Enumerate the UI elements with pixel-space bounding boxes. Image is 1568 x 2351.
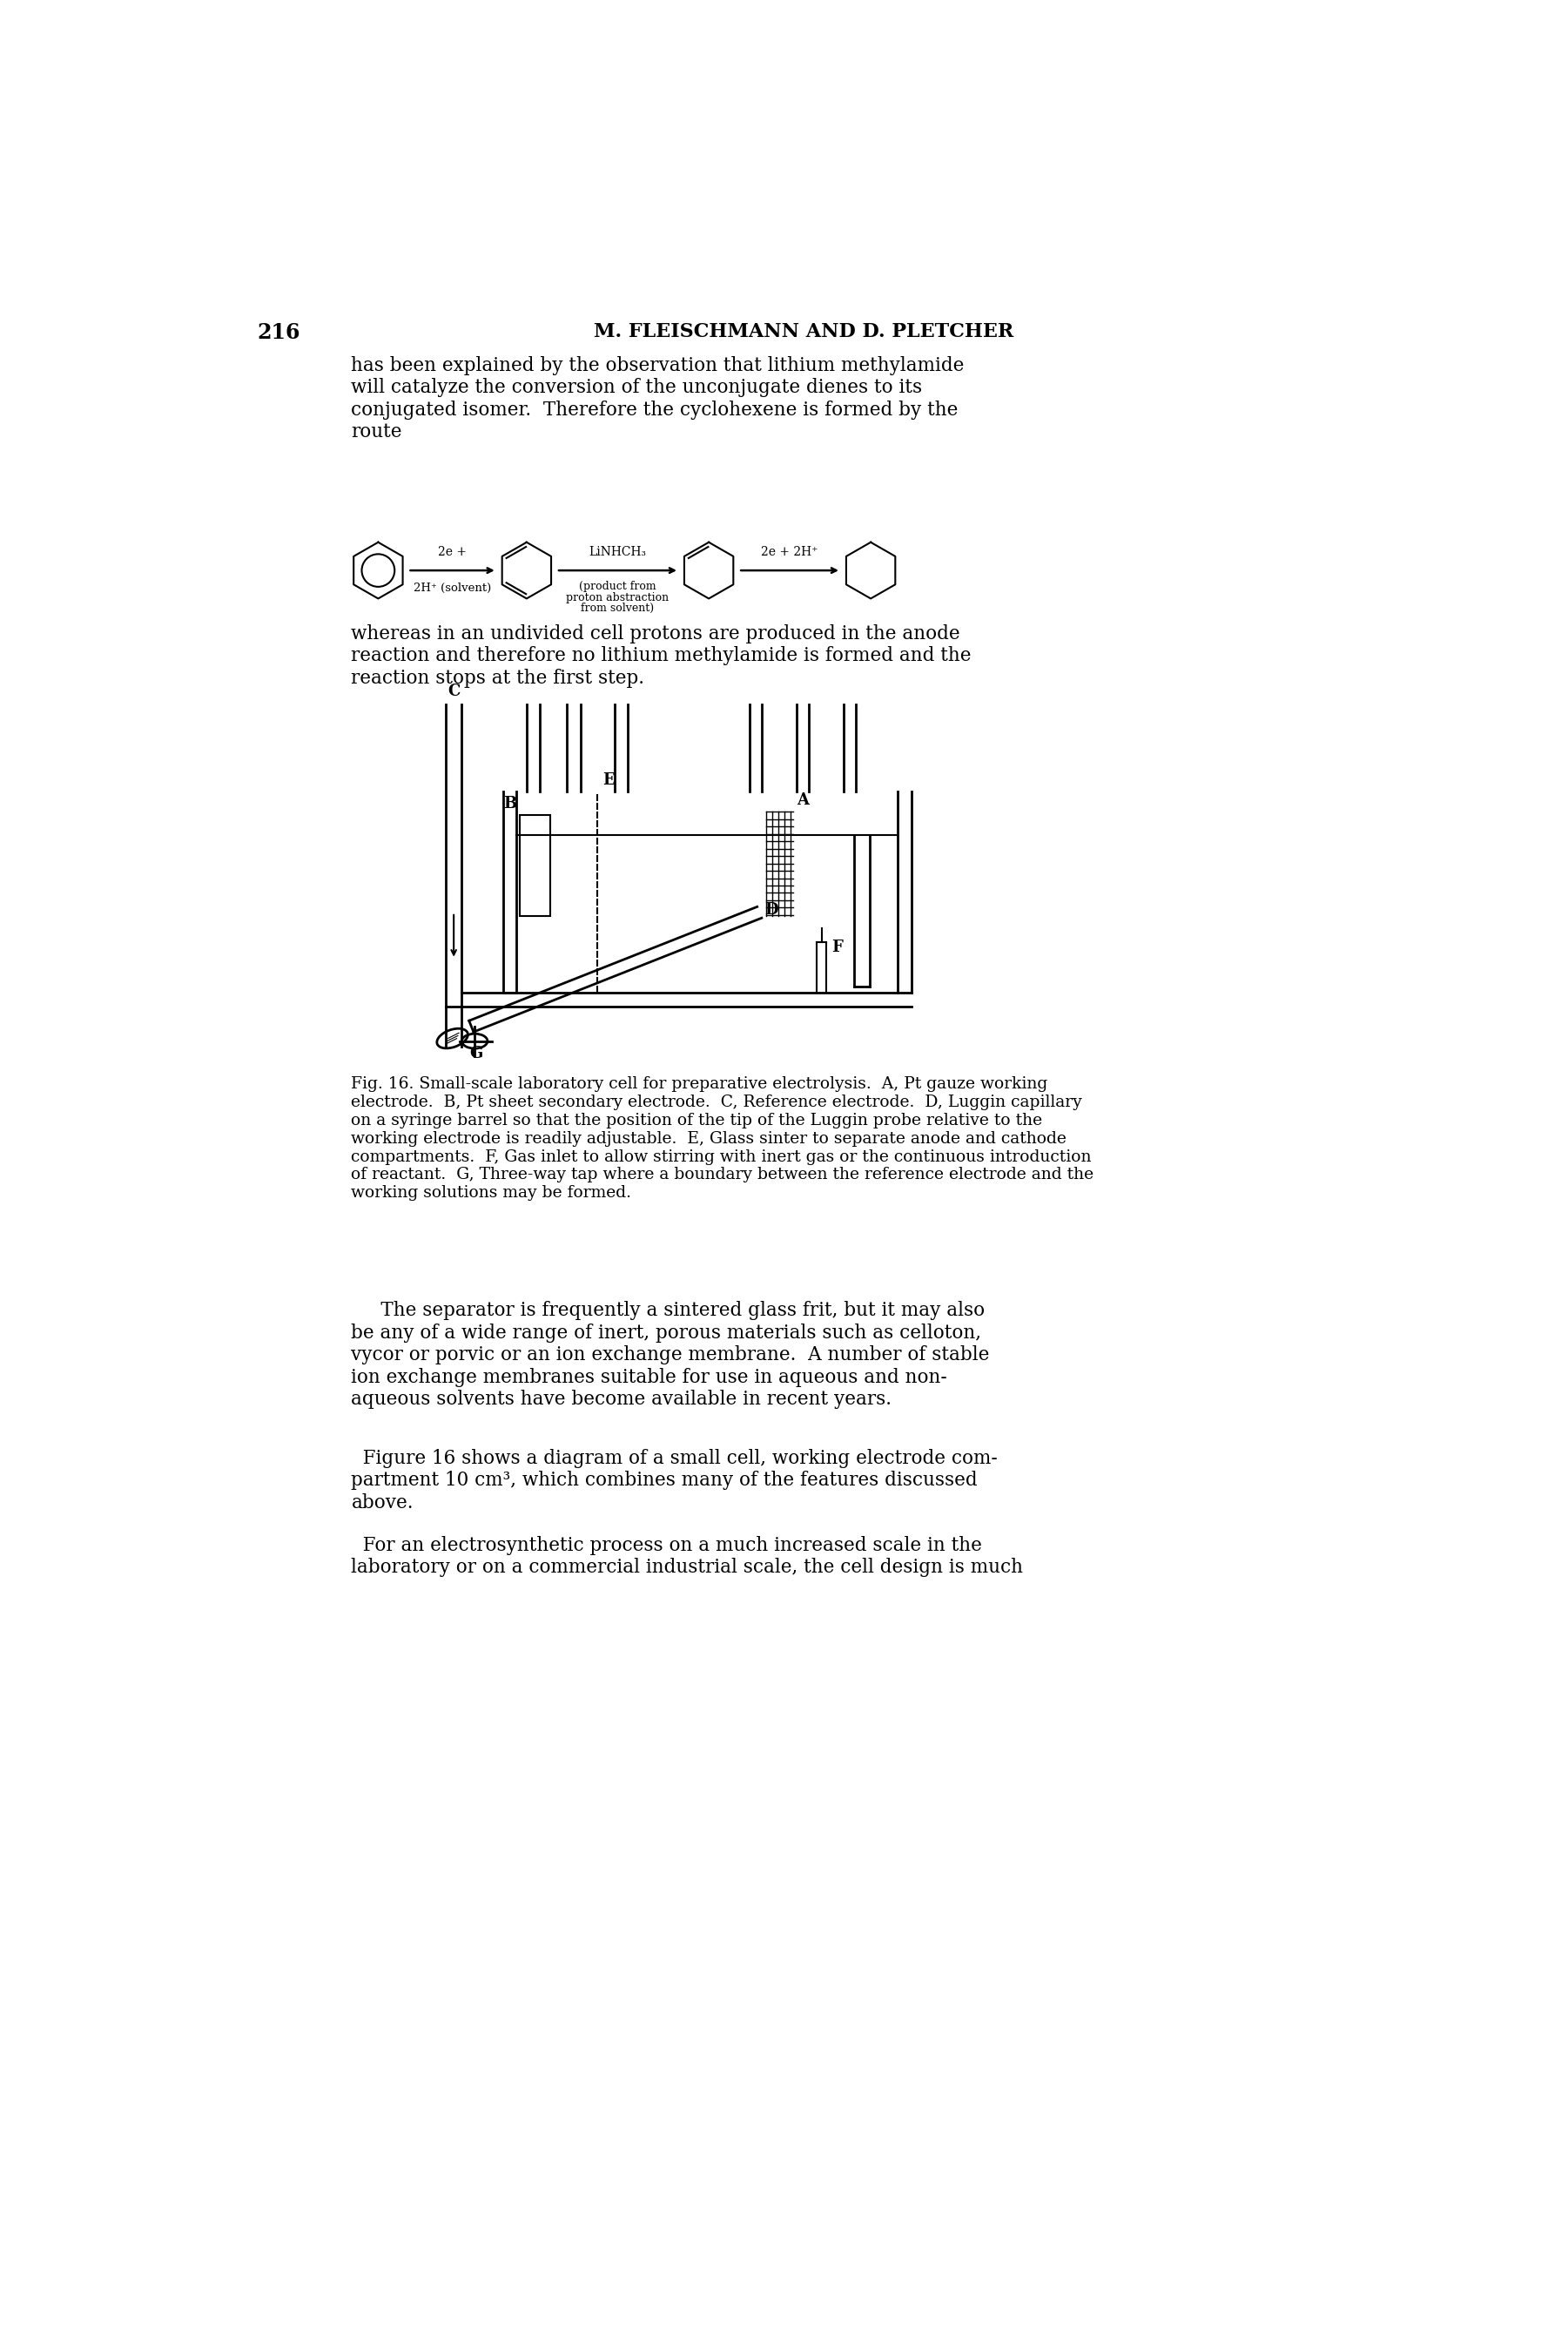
Text: whereas in an undivided cell protons are produced in the anode
reaction and ther: whereas in an undivided cell protons are… — [351, 623, 972, 686]
Text: M. FLEISCHMANN AND D. PLETCHER: M. FLEISCHMANN AND D. PLETCHER — [593, 322, 1013, 341]
Text: F: F — [831, 938, 844, 955]
Text: 2e + 2H⁺: 2e + 2H⁺ — [760, 545, 818, 557]
Text: Figure 16 shows a diagram of a small cell, working electrode com-
partment 10 cm: Figure 16 shows a diagram of a small cel… — [351, 1448, 997, 1512]
Text: 2e +: 2e + — [437, 545, 467, 557]
Bar — [521, 816, 550, 917]
Text: (product from: (product from — [579, 581, 657, 592]
Text: C: C — [447, 684, 459, 698]
Text: 2H⁺ (solvent): 2H⁺ (solvent) — [414, 583, 491, 595]
Text: G: G — [469, 1046, 483, 1060]
Text: proton abstraction: proton abstraction — [566, 592, 670, 604]
Text: For an electrosynthetic process on a much increased scale in the
laboratory or o: For an electrosynthetic process on a muc… — [351, 1535, 1024, 1578]
Text: D: D — [765, 903, 778, 917]
Text: B: B — [503, 797, 516, 811]
Text: Fig. 16. Small-scale laboratory cell for preparative electrolysis.  A, Pt gauze : Fig. 16. Small-scale laboratory cell for… — [351, 1077, 1094, 1201]
Text: The separator is frequently a sintered glass frit, but it may also
be any of a w: The separator is frequently a sintered g… — [351, 1300, 989, 1408]
Text: E: E — [602, 773, 615, 788]
Text: 216: 216 — [257, 322, 299, 343]
Text: from solvent): from solvent) — [582, 602, 654, 614]
Text: A: A — [797, 792, 809, 809]
Text: LiNHCH₃: LiNHCH₃ — [590, 545, 646, 557]
Text: has been explained by the observation that lithium methylamide
will catalyze the: has been explained by the observation th… — [351, 355, 964, 442]
